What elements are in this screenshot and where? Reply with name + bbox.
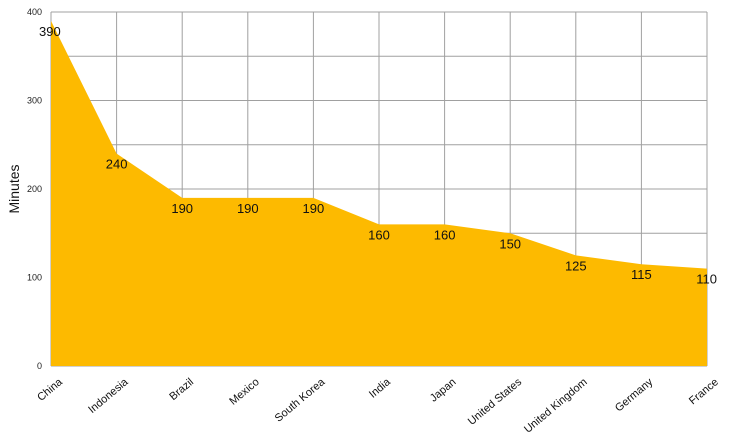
data-label: 160 (434, 227, 456, 242)
x-tick-label: Brazil (167, 376, 196, 403)
data-label: 160 (368, 227, 390, 242)
data-label: 190 (303, 201, 325, 216)
data-label: 190 (171, 201, 193, 216)
data-label: 125 (565, 258, 587, 273)
x-tick-label: South Korea (273, 376, 328, 425)
data-label: 240 (106, 157, 128, 172)
x-tick-label: France (687, 376, 721, 407)
y-axis-title: Minutes (6, 164, 22, 213)
x-tick-label: China (35, 376, 65, 404)
y-axis-ticks: 0 100 200 300 400 (27, 7, 42, 371)
x-tick-label: United Kingdom (522, 376, 590, 436)
y-tick-label: 0 (37, 361, 42, 371)
y-tick-label: 300 (27, 96, 42, 106)
data-label: 110 (696, 272, 717, 287)
data-label: 190 (237, 201, 259, 216)
area-fill (51, 20, 707, 366)
area-series (51, 20, 707, 366)
data-label: 150 (499, 236, 521, 251)
x-tick-label: Japan (428, 376, 459, 404)
x-tick-label: Indonesia (86, 376, 131, 416)
data-label: 115 (631, 267, 652, 282)
y-tick-label: 200 (27, 184, 42, 194)
data-label: 390 (39, 24, 61, 39)
data-labels: 390 240 190 190 190 160 160 150 125 115 110 (39, 24, 717, 287)
y-tick-label: 100 (27, 273, 42, 283)
x-tick-label: Germany (613, 376, 656, 415)
x-tick-label: Mexico (227, 376, 261, 408)
y-tick-label: 400 (27, 7, 42, 17)
x-tick-label: United States (466, 376, 525, 428)
x-tick-label: India (367, 376, 394, 401)
x-axis-ticks: China Indonesia Brazil Mexico South Korea Ind… (35, 376, 721, 436)
